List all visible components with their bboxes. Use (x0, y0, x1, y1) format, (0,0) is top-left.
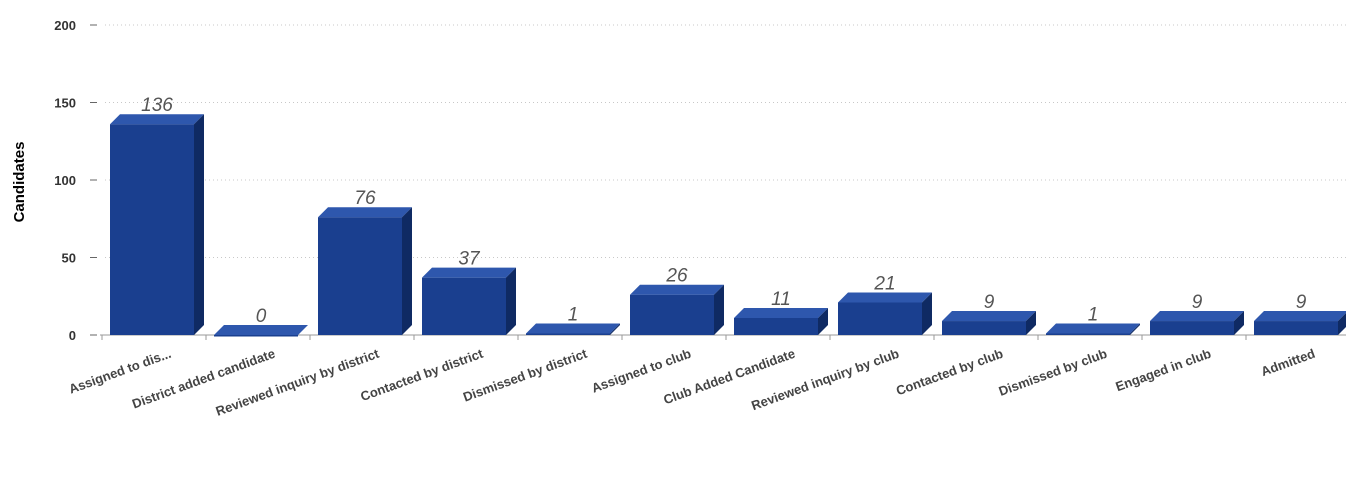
data-label: 1 (568, 304, 579, 325)
bar-top (734, 307, 828, 318)
bar (1254, 311, 1346, 335)
bar-top (110, 114, 204, 125)
bar-side (1026, 311, 1036, 335)
bar-top (942, 311, 1036, 322)
y-tick-label: 150 (54, 96, 76, 111)
x-tick-label: Dismissed by club (997, 346, 1109, 399)
bar-side (194, 114, 204, 335)
bar (110, 114, 204, 335)
bar-front (318, 217, 402, 335)
y-tick-label: 50 (62, 251, 76, 266)
bar-front (110, 124, 194, 335)
y-axis: 0 50 100 150 200 (54, 18, 97, 343)
data-label: 11 (771, 289, 791, 310)
y-axis-label: Candidates (11, 142, 28, 223)
bar-top (630, 284, 724, 295)
bar (318, 207, 412, 335)
data-label: 0 (256, 306, 267, 327)
data-label: 9 (1296, 292, 1307, 313)
y-tick-label: 100 (54, 173, 76, 188)
data-label: 26 (665, 266, 688, 287)
data-label: 37 (458, 249, 481, 270)
bar-top (838, 292, 932, 303)
y-tick-label: 200 (54, 18, 76, 33)
bar-front (214, 335, 298, 337)
bar (838, 292, 932, 335)
bar (630, 284, 724, 335)
bar-side (1234, 311, 1244, 335)
bar (734, 307, 828, 335)
bar-top (526, 323, 620, 334)
bar-front (838, 302, 922, 335)
bar-front (1046, 333, 1130, 335)
x-tick-label: Reviewed inquiry by district (214, 345, 382, 418)
data-label: 76 (354, 188, 376, 209)
bar-top (1150, 311, 1244, 322)
bar-top (1254, 311, 1346, 322)
bar-side (1338, 313, 1346, 335)
bar-side (922, 292, 932, 335)
bar-front (942, 321, 1026, 335)
data-label: 9 (984, 292, 995, 313)
x-tick-label: Admitted (1259, 346, 1317, 379)
bar-front (526, 333, 610, 335)
bar-side (610, 323, 620, 335)
bars: 136 0 76 37 1 26 11 21 9 1 9 9 (110, 95, 1346, 337)
data-label: 136 (141, 95, 173, 116)
bar (1150, 311, 1244, 335)
bar (942, 311, 1036, 335)
bar-side (818, 307, 828, 335)
grid-lines (100, 24, 1346, 336)
data-label: 21 (873, 273, 895, 294)
bar-top (1046, 323, 1140, 334)
bar-side (714, 284, 724, 335)
bar-front (1254, 321, 1338, 335)
data-label: 1 (1088, 304, 1099, 325)
x-tick-label: Contacted by club (894, 346, 1005, 399)
bar-side (506, 267, 516, 335)
bar (214, 325, 308, 337)
bar-top (214, 325, 308, 335)
x-axis-labels: Assigned to dis...District added candida… (67, 335, 1317, 419)
bar-top (318, 207, 412, 218)
bar-front (734, 317, 818, 335)
bar-top (422, 267, 516, 278)
bar-side (402, 207, 412, 335)
bar (526, 323, 620, 335)
data-label: 9 (1192, 292, 1203, 313)
bar-front (630, 294, 714, 335)
bar-side (1130, 323, 1140, 335)
bar-front (1150, 321, 1234, 335)
y-tick-label: 0 (69, 328, 76, 343)
bar-front (422, 277, 506, 335)
bar (422, 267, 516, 335)
x-tick-label: Engaged in club (1114, 346, 1214, 394)
bar (1046, 323, 1140, 335)
